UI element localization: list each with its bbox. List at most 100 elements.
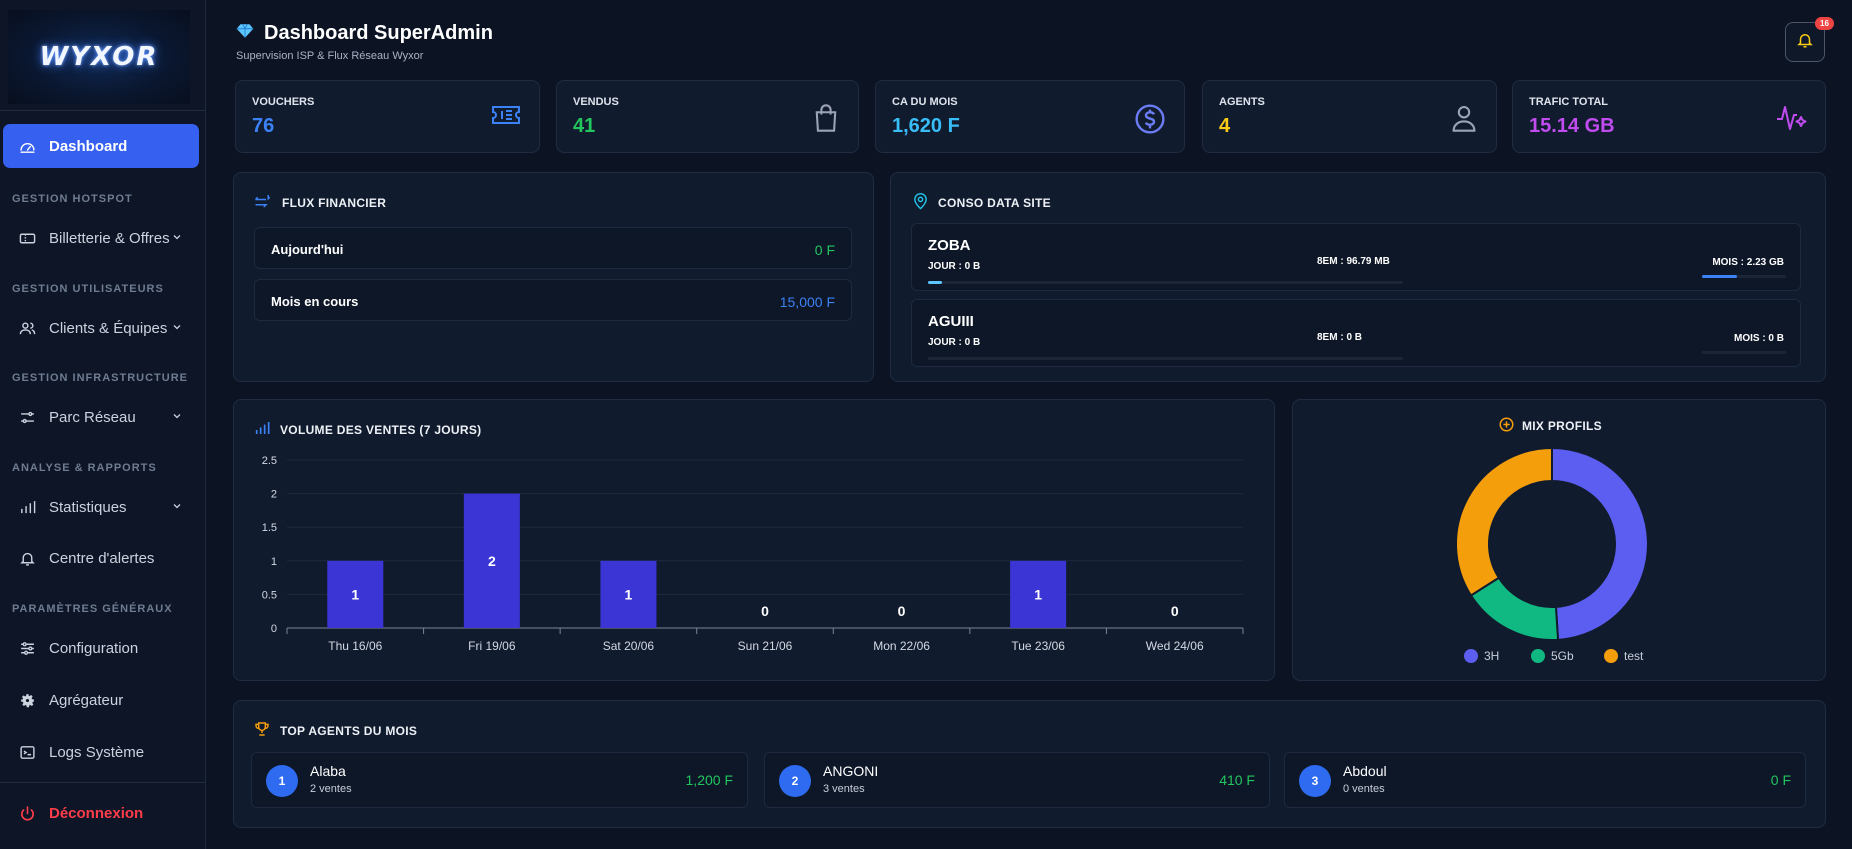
jour-progress-track xyxy=(928,281,1403,284)
user-icon xyxy=(1450,103,1478,138)
gauge-icon xyxy=(17,136,37,156)
map-pin-icon xyxy=(913,193,928,213)
site-row-zoba: ZOBA JOUR : 0 B 8EM : 96.79 MB MOIS : 2.… xyxy=(911,223,1801,291)
panel-title-text: VOLUME DES VENTES (7 JOURS) xyxy=(280,422,482,437)
legend-item-3h[interactable]: 3H xyxy=(1464,649,1499,663)
site-mois: MOIS : 2.23 GB xyxy=(1712,257,1784,268)
gear-icon xyxy=(17,690,37,710)
stat-card-vendus: VENDUS 41 xyxy=(556,80,859,153)
sidebar: WYXOR Dashboard GESTION HOTSPOT Billette… xyxy=(0,0,206,849)
stat-card-agents: AGENTS 4 xyxy=(1202,80,1497,153)
sidebar-item-label: Parc Réseau xyxy=(49,408,136,426)
agent-amount: 410 F xyxy=(1219,772,1255,788)
sidebar-item-logs[interactable]: Logs Système xyxy=(3,730,199,774)
site-semaine: 8EM : 0 B xyxy=(1317,332,1363,343)
legend-label: test xyxy=(1624,649,1644,663)
agent-card-2[interactable]: 2 ANGONI 3 ventes 410 F xyxy=(764,752,1270,808)
x-tick-label: Mon 22/06 xyxy=(873,639,930,653)
donut-slice[interactable] xyxy=(1455,446,1553,597)
sales-bar-chart: 0 0.5 1 1.5 2 2.5 1 Thu 16/06 2 Fri 19/06 1 Sat 20/… xyxy=(262,455,1244,653)
legend-label: 3H xyxy=(1484,649,1500,663)
stat-card-ca-mois: CA DU MOIS 1,620 F xyxy=(875,80,1185,153)
legend-item-test[interactable]: test xyxy=(1604,649,1643,663)
panel-title: VOLUME DES VENTES (7 JOURS) xyxy=(254,420,481,439)
sidebar-item-statistiques[interactable]: Statistiques xyxy=(3,485,199,529)
bar-data-label: 2 xyxy=(488,553,496,569)
sidebar-item-label: Statistiques xyxy=(49,498,127,516)
brand-logo-text: WYXOR xyxy=(39,42,159,72)
flux-financier-panel: FLUX FINANCIER Aujourd'hui 0 F Mois en c… xyxy=(233,172,874,382)
bar-data-label: 1 xyxy=(625,586,633,602)
x-tick-label: Tue 23/06 xyxy=(1011,639,1065,653)
page-subtitle: Supervision ISP & Flux Réseau Wyxor xyxy=(236,50,424,62)
agent-card-3[interactable]: 3 Abdoul 0 ventes 0 F xyxy=(1284,752,1806,808)
sidebar-item-dashboard[interactable]: Dashboard xyxy=(3,124,199,168)
rank-badge: 1 xyxy=(266,765,298,797)
page-title-text: Dashboard SuperAdmin xyxy=(264,22,493,44)
flux-row-today: Aujourd'hui 0 F xyxy=(254,227,852,269)
section-label-users: GESTION UTILISATEURS xyxy=(12,283,164,295)
plus-circle-icon xyxy=(1499,417,1514,435)
chevron-down-icon xyxy=(171,320,183,337)
brand-logo[interactable]: WYXOR xyxy=(8,10,190,104)
panel-title-text: FLUX FINANCIER xyxy=(282,195,387,210)
stat-value: 1,620 F xyxy=(892,115,960,137)
rank-badge: 2 xyxy=(779,765,811,797)
agent-amount: 1,200 F xyxy=(685,772,733,788)
legend-swatch xyxy=(1531,649,1545,663)
bar-data-label: 1 xyxy=(1034,586,1042,602)
sidebar-item-clients[interactable]: Clients & Équipes xyxy=(3,306,199,350)
stat-card-vouchers: VOUCHERS 76 xyxy=(235,80,540,153)
legend-label: 5Gb xyxy=(1551,649,1574,663)
agent-amount: 0 F xyxy=(1770,772,1791,788)
diamond-icon xyxy=(236,22,254,45)
stat-label: VOUCHERS xyxy=(252,96,315,108)
bar xyxy=(327,560,384,628)
ticket-icon xyxy=(17,228,37,248)
stat-label: AGENTS xyxy=(1219,96,1265,108)
logout-button[interactable]: Déconnexion xyxy=(3,791,199,835)
x-tick-label: Sat 20/06 xyxy=(603,639,655,653)
page-title: Dashboard SuperAdmin xyxy=(236,22,493,45)
site-mois: MOIS : 0 B xyxy=(1733,333,1784,344)
y-tick-label: 2 xyxy=(271,489,277,501)
bell-icon xyxy=(17,548,37,568)
bar-chart-icon xyxy=(17,497,37,517)
sidebar-item-agregateur[interactable]: Agrégateur xyxy=(3,678,199,722)
sidebar-item-label: Logs Système xyxy=(49,743,145,761)
sidebar-item-label: Centre d'alertes xyxy=(49,549,155,567)
sliders-icon xyxy=(17,638,37,658)
flux-row-month: Mois en cours 15,000 F xyxy=(254,279,852,321)
legend-item-5gb[interactable]: 5Gb xyxy=(1531,649,1574,663)
panel-title: TOP AGENTS DU MOIS xyxy=(254,721,417,740)
site-name: AGUIII xyxy=(928,313,974,330)
trophy-icon xyxy=(254,721,270,740)
agent-card-1[interactable]: 1 Alaba 2 ventes 1,200 F xyxy=(251,752,748,808)
site-jour: JOUR : 0 B xyxy=(928,261,981,272)
sidebar-item-label: Billetterie & Offres xyxy=(49,229,170,247)
bar-data-label: 0 xyxy=(1171,603,1179,619)
donut-slice[interactable] xyxy=(1551,446,1650,641)
shopping-bag-icon xyxy=(812,103,840,138)
bar-data-label: 0 xyxy=(898,603,906,619)
sidebar-item-label: Dashboard xyxy=(49,137,128,155)
jour-progress-track xyxy=(928,357,1403,360)
sidebar-item-billetterie[interactable]: Billetterie & Offres xyxy=(3,216,199,260)
y-tick-label: 1 xyxy=(271,556,277,568)
mix-donut-chart xyxy=(1455,446,1650,641)
stat-label: CA DU MOIS xyxy=(892,96,958,108)
panel-title-text: TOP AGENTS DU MOIS xyxy=(280,723,418,738)
site-name: ZOBA xyxy=(928,237,971,254)
sidebar-item-alertes[interactable]: Centre d'alertes xyxy=(3,536,199,580)
section-label-infra: GESTION INFRASTRUCTURE xyxy=(12,372,188,384)
notification-count-badge: 16 xyxy=(1815,17,1834,30)
sidebar-item-label: Configuration xyxy=(49,639,139,657)
y-tick-label: 1.5 xyxy=(262,522,277,534)
x-tick-label: Thu 16/06 xyxy=(328,639,382,653)
sidebar-item-configuration[interactable]: Configuration xyxy=(3,626,199,670)
bar xyxy=(1010,560,1067,628)
sidebar-item-parc[interactable]: Parc Réseau xyxy=(3,395,199,439)
chevron-down-icon xyxy=(171,230,183,247)
x-tick-label: Fri 19/06 xyxy=(468,639,516,653)
stat-value: 4 xyxy=(1219,115,1231,137)
